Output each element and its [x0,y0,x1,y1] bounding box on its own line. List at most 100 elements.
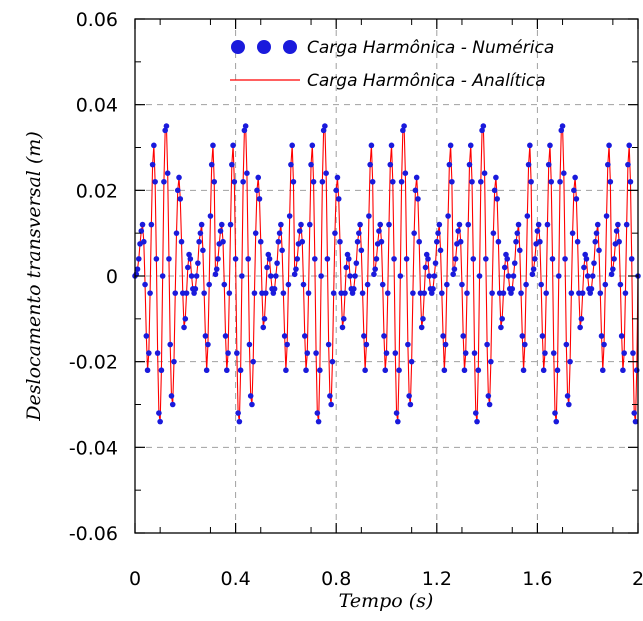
numeric-point [398,178,405,185]
numeric-point [489,290,495,296]
numeric-point [198,221,205,228]
legend-marker-2 [257,40,271,54]
numeric-point [186,251,192,258]
numeric-point [245,256,251,262]
numeric-point [303,367,309,374]
numeric-point [523,281,529,288]
x-tick-label: 1.2 [422,568,452,590]
numeric-point [428,290,435,296]
x-tick-label: 0.4 [220,568,250,590]
numeric-point [234,350,240,356]
numeric-point [239,273,245,279]
numeric-point [143,333,150,339]
numeric-point [192,286,199,292]
numeric-point [446,161,453,168]
numeric-point [440,333,446,339]
numeric-point [382,367,389,374]
numeric-point [589,273,596,279]
numeric-point [525,161,532,168]
numeric-point [205,341,211,348]
numeric-point [266,256,273,262]
legend-marker-1 [231,40,245,54]
numeric-point [623,221,630,228]
numeric-point [450,271,456,278]
numeric-point [357,221,363,228]
numeric-point [188,273,195,279]
numeric-point [514,230,521,236]
numeric-point [563,341,570,348]
numeric-point [625,161,631,168]
numeric-point [366,213,372,219]
numeric-point [221,281,228,288]
y-tick-label: 0.04 [76,95,118,117]
numeric-point [313,350,319,356]
numeric-point [187,256,194,262]
numeric-point [362,367,368,374]
numeric-point [519,333,526,339]
numeric-point [622,290,629,296]
numeric-point [605,161,611,168]
numeric-point [224,367,230,374]
numeric-point [411,230,417,236]
numeric-point [501,264,508,271]
numeric-point [470,256,477,262]
numeric-point [301,333,308,339]
numeric-point [162,127,168,134]
numeric-point [275,238,282,245]
numeric-point [616,238,622,245]
numeric-point [149,161,156,168]
numeric-point [491,187,498,194]
numeric-point [343,264,350,271]
numeric-point [555,273,562,279]
y-tick-label: 0.06 [76,9,118,31]
numeric-point [361,333,367,339]
legend-label-numeric: Carga Harmônica - Numérica [307,38,554,58]
numeric-point [349,290,356,296]
numeric-point [465,221,472,228]
numeric-point [524,213,531,219]
numeric-point [347,273,353,279]
numeric-point [178,238,185,245]
numeric-point [543,290,549,296]
numeric-point [262,290,269,296]
numeric-point [566,401,572,408]
numeric-point [455,228,461,234]
numeric-point [513,238,519,245]
numeric-point [379,281,386,288]
numeric-point [615,221,621,228]
numeric-point [294,256,301,262]
numeric-point [319,178,326,185]
numeric-point [544,221,551,228]
numeric-point [462,350,469,356]
numeric-point [276,230,283,236]
numeric-point [522,341,528,348]
numeric-point [270,290,277,296]
numeric-point [181,324,187,331]
numeric-point [564,393,571,399]
numeric-point [169,401,176,408]
numeric-point [217,228,224,234]
numeric-point [298,221,304,228]
numeric-point [134,266,141,272]
numeric-point [381,333,387,339]
numeric-point [300,281,307,288]
numeric-point [574,238,581,245]
numeric-point [488,358,494,365]
numeric-point [597,290,604,296]
numeric-point [148,221,155,228]
numeric-point [142,281,148,288]
numeric-point [554,367,561,374]
numeric-point [393,410,400,416]
numeric-point [593,230,600,236]
numeric-point [174,187,181,194]
numeric-point [459,281,465,288]
numeric-point [500,290,507,296]
numeric-point [474,418,480,425]
numeric-point [314,410,321,416]
numeric-point [247,393,254,399]
numeric-point [304,350,311,356]
numeric-point [422,264,429,271]
numeric-point [392,350,399,356]
numeric-point [396,367,402,374]
numeric-point [602,281,609,288]
